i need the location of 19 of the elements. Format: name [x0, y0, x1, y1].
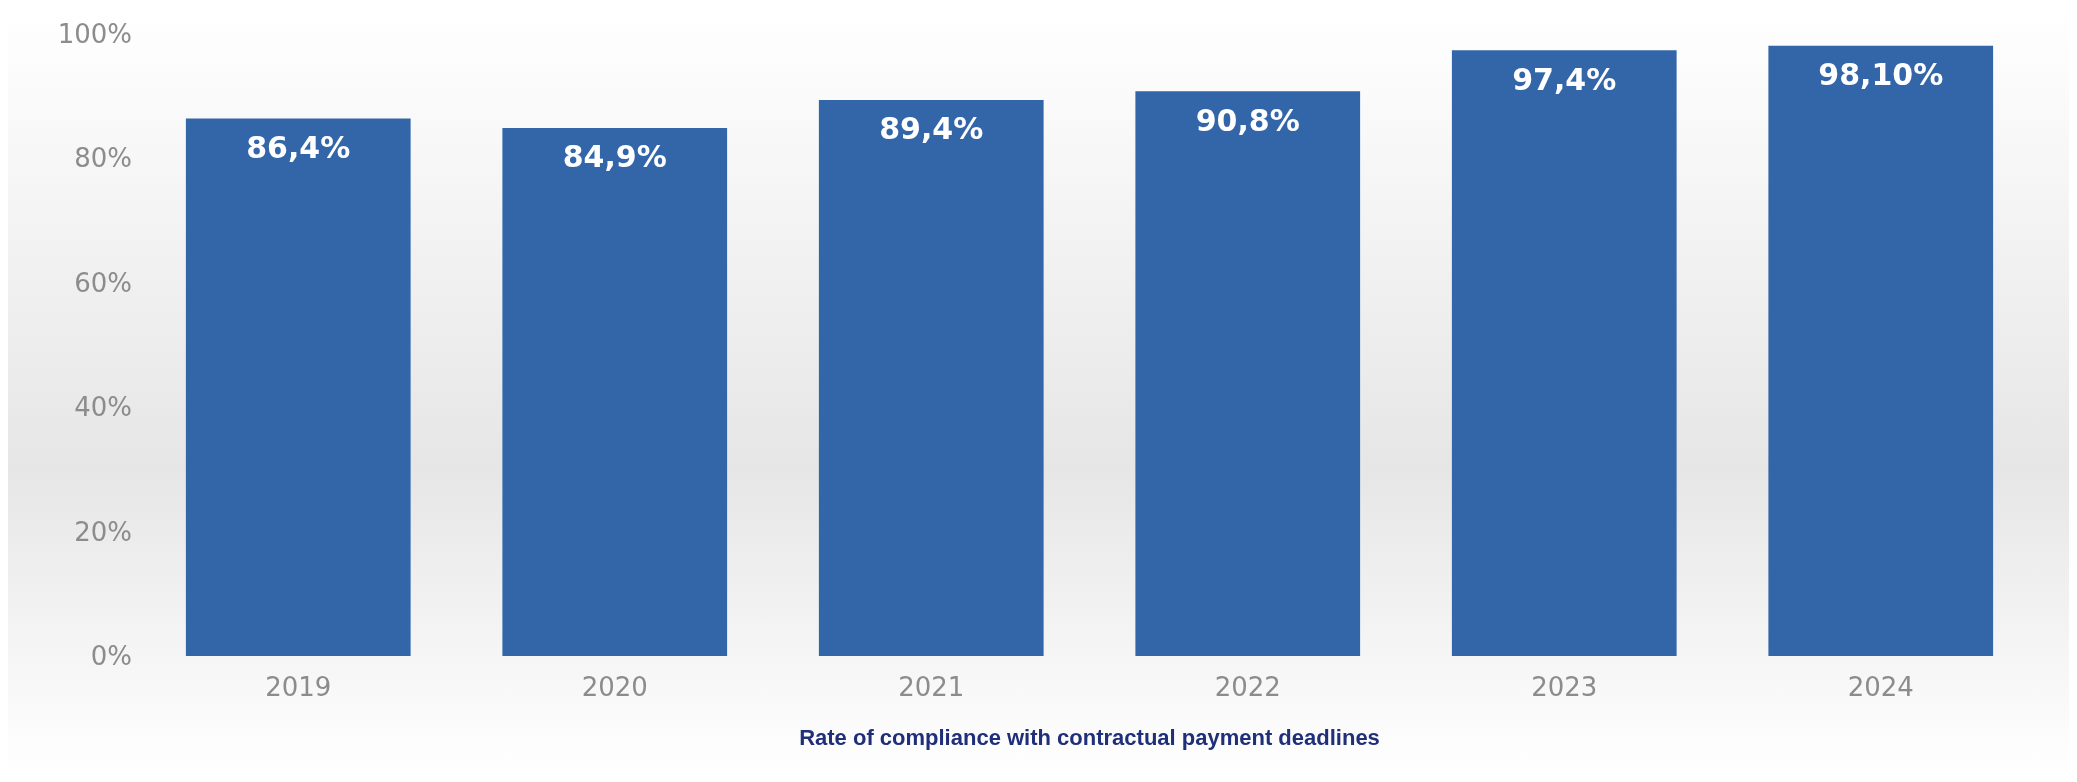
data-label: 89,4%: [879, 111, 984, 147]
y-tick-label: 0%: [90, 641, 132, 671]
y-tick-label: 80%: [74, 143, 132, 174]
data-label: 84,9%: [562, 139, 667, 175]
y-tick-label: 40%: [74, 392, 132, 423]
x-tick-label: 2022: [1214, 672, 1281, 702]
data-label: 90,8%: [1195, 102, 1300, 138]
data-label: 97,4%: [1512, 61, 1617, 97]
x-tick-label: 2020: [581, 672, 648, 702]
y-tick-label: 20%: [74, 516, 132, 547]
x-tick-label: 2019: [265, 672, 332, 702]
data-label: 98,10%: [1818, 57, 1944, 93]
x-axis-title: Rate of compliance with contractual payment deadlines: [799, 724, 1380, 750]
y-tick-label: 100%: [57, 19, 132, 49]
y-tick-label: 60%: [74, 267, 132, 298]
x-tick-label: 2023: [1531, 672, 1598, 702]
data-label: 86,4%: [246, 130, 351, 166]
x-tick-label: 2024: [1847, 672, 1914, 702]
x-tick-label: 2021: [898, 672, 965, 702]
